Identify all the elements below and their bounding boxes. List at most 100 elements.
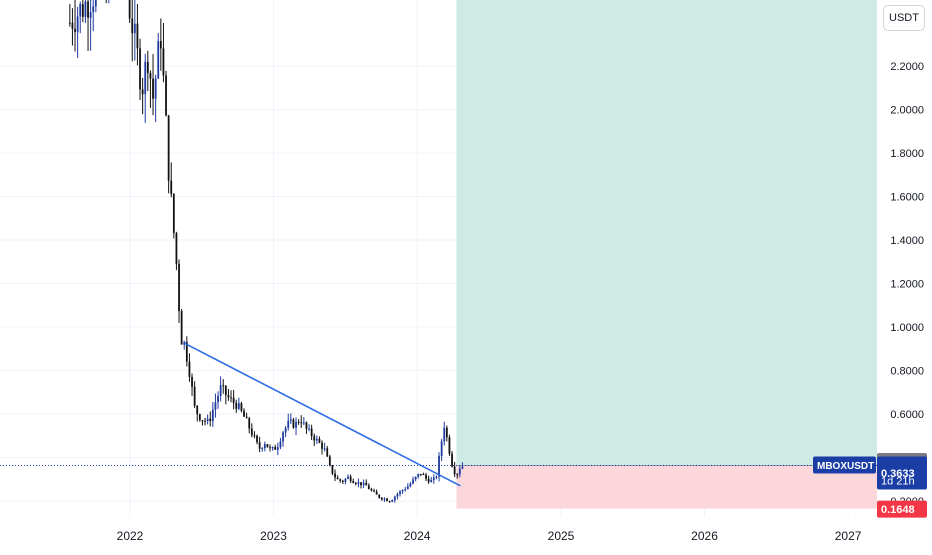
stop-price-tag: 0.1648	[877, 500, 927, 518]
candle-body	[261, 448, 264, 450]
candle-body	[349, 476, 352, 482]
candle-body	[92, 6, 95, 13]
candle-body	[68, 22, 71, 24]
y-tick-label: 2.0000	[890, 105, 924, 117]
candle-body	[180, 311, 183, 345]
candle-body	[162, 48, 165, 76]
candle-body	[414, 476, 417, 480]
candle-body	[419, 473, 422, 475]
candle-body	[258, 442, 261, 449]
candle-body	[287, 420, 290, 428]
candle-body	[380, 497, 383, 500]
candle-body	[144, 61, 147, 95]
candle-body	[204, 420, 206, 422]
candle-body	[323, 448, 326, 450]
y-tick-label: 0.6000	[890, 409, 924, 421]
candle-body	[224, 385, 227, 396]
candle-body	[443, 427, 446, 442]
candle-body	[240, 403, 243, 411]
time-axis[interactable]: 2022 2023 2024 2025 2026 2027	[117, 529, 862, 543]
candle-body	[235, 402, 238, 409]
candles	[68, 0, 464, 503]
candle-body	[354, 482, 357, 484]
candle-body	[310, 428, 313, 437]
candle-body	[250, 428, 253, 436]
last-price-tag-text: 0.3633	[881, 468, 915, 480]
candle-body	[331, 465, 334, 474]
loss-zone	[456, 465, 877, 509]
candle-body	[383, 498, 386, 500]
candle-body	[409, 483, 412, 487]
candle-body	[393, 496, 396, 501]
candle-body	[370, 489, 373, 491]
candle-body	[271, 447, 274, 449]
candle-body	[269, 447, 271, 449]
y-tick-label: 0.8000	[890, 366, 924, 378]
trendline	[184, 342, 461, 487]
candle-body	[347, 476, 349, 479]
candle-body	[461, 466, 464, 469]
candle-body	[295, 421, 297, 428]
candle-body	[315, 438, 318, 441]
stop-price-tag-bg	[877, 500, 927, 518]
candle-body	[248, 418, 251, 429]
candle-body	[139, 48, 141, 90]
candle-body	[191, 376, 193, 387]
candle-body	[375, 491, 378, 495]
candle-body	[214, 402, 217, 410]
candle-body	[222, 385, 225, 387]
candle-body	[131, 18, 134, 34]
candle-body	[336, 477, 339, 480]
candle-body	[438, 455, 440, 477]
candle-body	[237, 403, 240, 409]
candle-body	[453, 466, 456, 475]
profit-zone	[456, 0, 877, 466]
candle-body	[292, 419, 295, 428]
symbol-tag-text: MBOXUSDT	[817, 461, 874, 472]
candle-body	[341, 480, 344, 482]
candle-body	[227, 395, 230, 398]
candle-body	[458, 468, 461, 475]
candle-body	[302, 422, 305, 424]
candle-body	[128, 0, 131, 19]
candle-body	[170, 180, 173, 195]
candle-body	[313, 436, 316, 441]
candle-body	[276, 447, 279, 450]
candle-body	[198, 414, 201, 421]
candle-body	[253, 435, 256, 437]
candle-body	[89, 12, 92, 18]
candle-body	[432, 477, 435, 480]
countdown-label: 1d 21h	[881, 475, 915, 487]
candle-body	[297, 421, 300, 423]
candle-body	[256, 435, 258, 443]
candle-body	[378, 494, 381, 498]
candle-body	[422, 474, 425, 476]
grid-lines	[0, 0, 877, 516]
last-price-tag-bg	[877, 456, 927, 490]
symbol-tag-bg	[813, 456, 876, 474]
candle-body	[404, 489, 407, 491]
candle-body	[412, 479, 414, 484]
candle-body	[321, 442, 323, 449]
drawings[interactable]	[0, 342, 877, 487]
candle-body	[209, 418, 212, 422]
candle-body	[427, 478, 430, 483]
candle-body	[328, 456, 331, 466]
candle-body	[300, 422, 303, 424]
candle-body	[344, 478, 347, 482]
price-axis[interactable]: 0.20000.40000.60000.80001.00001.20001.40…	[890, 61, 924, 508]
candle-body	[388, 501, 391, 503]
candle-body	[284, 427, 287, 433]
candle-body	[386, 498, 388, 502]
candle-body	[263, 444, 266, 449]
x-tick-label: 2025	[548, 529, 575, 543]
candle-body	[401, 490, 404, 492]
candle-body	[94, 0, 97, 7]
currency-button[interactable]: USDT	[883, 5, 925, 31]
candle-body	[232, 397, 235, 403]
x-tick-label: 2024	[404, 529, 431, 543]
candle-body	[152, 78, 154, 99]
candle-body	[167, 115, 170, 181]
